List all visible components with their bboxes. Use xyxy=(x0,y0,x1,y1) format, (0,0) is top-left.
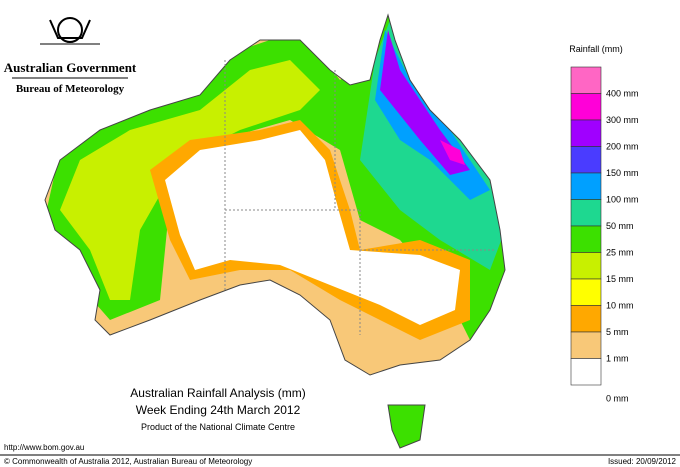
map-title: Australian Rainfall Analysis (mm) xyxy=(130,386,305,400)
legend-swatch xyxy=(570,225,602,253)
legend-swatch xyxy=(570,278,602,306)
legend-swatch xyxy=(570,172,602,200)
tasmania xyxy=(387,404,426,449)
legend-swatch xyxy=(570,199,602,227)
footer-url: http://www.bom.gov.au xyxy=(4,443,84,452)
legend-swatch xyxy=(570,331,602,359)
legend-swatch xyxy=(570,305,602,333)
legend-label: 10 mm xyxy=(606,301,634,311)
footer-issued: Issued: 20/09/2012 xyxy=(608,457,677,466)
map-subtitle: Week Ending 24th March 2012 xyxy=(136,403,301,417)
legend-label: 5 mm xyxy=(606,327,629,337)
legend-label: 200 mm xyxy=(606,142,639,152)
legend-swatch xyxy=(570,119,602,147)
legend-label: 400 mm xyxy=(606,89,639,99)
legend-label: 150 mm xyxy=(606,168,639,178)
legend-title: Rainfall (mm) xyxy=(569,44,623,54)
legend-label: 300 mm xyxy=(606,115,639,125)
legend-label: 0 mm xyxy=(606,393,629,403)
legend: 400 mm 300 mm 200 mm 150 mm 100 mm 50 mm 25 mm… xyxy=(570,66,639,403)
legend-swatch xyxy=(570,146,602,174)
legend-label: 15 mm xyxy=(606,274,634,284)
legend-label: 100 mm xyxy=(606,195,639,205)
agency-name: Bureau of Meteorology xyxy=(16,83,125,95)
coastline xyxy=(44,13,506,376)
legend-label: 1 mm xyxy=(606,354,629,364)
legend-label: 25 mm xyxy=(606,248,634,258)
state-borders xyxy=(224,60,495,335)
legend-swatch xyxy=(570,66,602,94)
government-name: Australian Government xyxy=(4,60,137,75)
legend-swatch xyxy=(570,358,602,386)
footer-copyright: © Commonwealth of Australia 2012, Austra… xyxy=(4,457,252,466)
map-credit: Product of the National Climate Centre xyxy=(141,422,295,432)
legend-label: 50 mm xyxy=(606,221,634,231)
legend-swatch xyxy=(570,252,602,280)
legend-swatch xyxy=(570,93,602,121)
crest xyxy=(40,17,100,45)
